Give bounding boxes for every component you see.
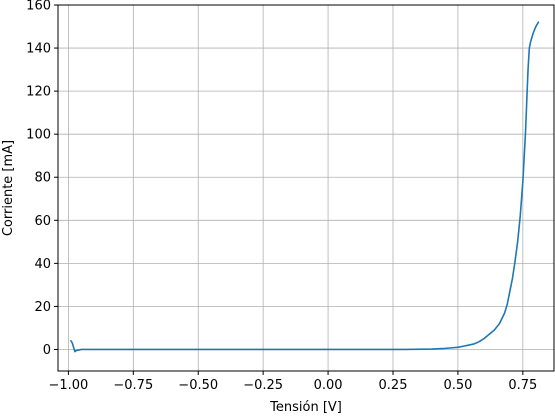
x-tick-label: 0.00 [314, 378, 343, 393]
y-tick-label: 20 [34, 300, 51, 315]
series-layer [70, 21, 540, 353]
x-axis-label: Tensión [V] [269, 400, 342, 414]
plot-border [57, 4, 555, 372]
x-tick-label: −0.25 [243, 378, 283, 393]
x-tick-label: −1.00 [48, 378, 88, 393]
plot-frame [57, 4, 555, 372]
y-tick-label: 60 [34, 214, 51, 229]
y-tick-label: 120 [26, 85, 51, 100]
x-tick-label: −0.50 [178, 378, 218, 393]
grid [58, 4, 554, 371]
y-tick-label: 80 [34, 171, 51, 186]
y-axis-label: Corriente [mA] [1, 140, 16, 236]
x-tick-label: 0.25 [379, 378, 408, 393]
series-line [70, 21, 540, 353]
y-tick-label: 0 [43, 343, 51, 358]
y-tick-label: 100 [26, 128, 51, 143]
x-tick-label: 0.50 [443, 378, 472, 393]
x-tick-label: 0.75 [508, 378, 537, 393]
y-tick-label: 40 [34, 257, 51, 272]
y-tick-label: 140 [26, 42, 51, 57]
y-tick-label: 160 [26, 0, 51, 14]
ticks: −1.00 −0.75 −0.50 −0.25 0.00 0.25 0.50 0.75 0 20 4… [26, 0, 537, 393]
x-tick-label: −0.75 [113, 378, 153, 393]
